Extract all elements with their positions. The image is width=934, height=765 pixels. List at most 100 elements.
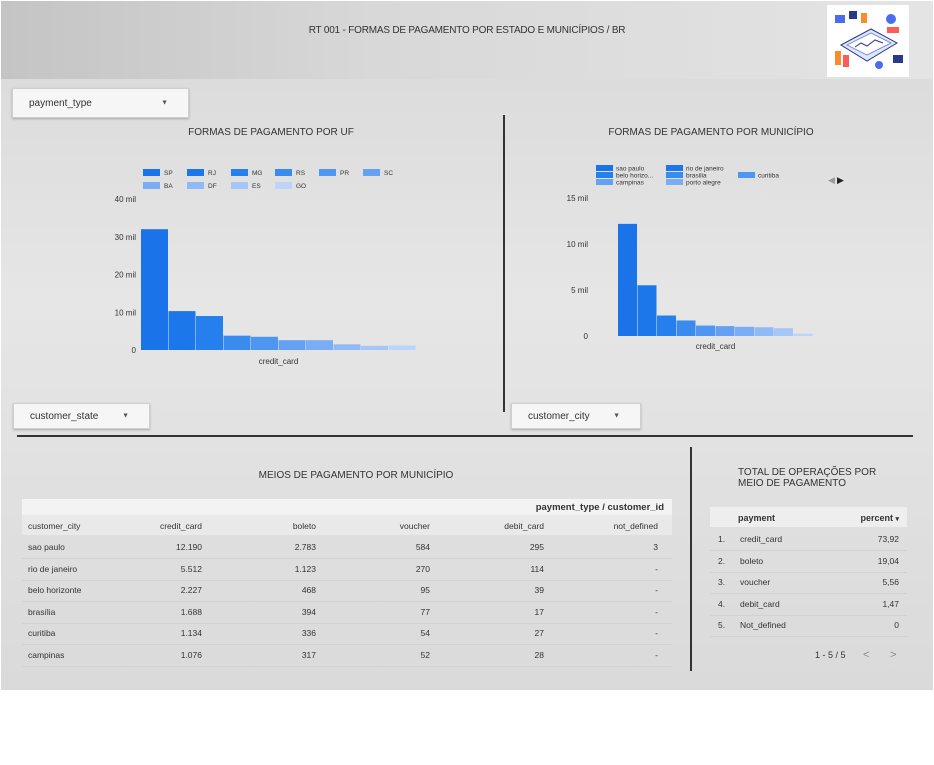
cell-value: 270 [415, 563, 430, 574]
payment-type-filter[interactable]: payment_type ▼ [12, 88, 189, 118]
report-logo [827, 5, 909, 77]
table-row[interactable] [22, 538, 672, 559]
totals-row[interactable] [710, 615, 907, 637]
cell-value: 317 [301, 649, 316, 660]
legend-label[interactable]: ES [252, 183, 261, 190]
cell-city: curitiba [28, 628, 56, 638]
bar-go[interactable] [388, 345, 416, 350]
legend-label[interactable]: sao paulo [616, 166, 645, 173]
cell-value: - [655, 563, 658, 574]
table-row[interactable] [22, 646, 672, 667]
totals-row[interactable] [710, 529, 907, 551]
col-header-not-defined[interactable]: not_defined [613, 521, 658, 531]
totals-row[interactable] [710, 551, 907, 573]
cell-value: 336 [301, 628, 316, 638]
legend-label[interactable]: porto alegre [686, 180, 721, 187]
cell-percent: 73,92 [877, 534, 899, 544]
col-header-boleto[interactable]: boleto [292, 521, 316, 531]
legend-next-icon[interactable]: ▶ [837, 175, 844, 185]
bar-porto-alegre[interactable] [735, 326, 754, 336]
legend-swatch [363, 169, 380, 176]
cell-percent: 0 [894, 620, 899, 630]
legend-label[interactable]: SC [384, 170, 393, 177]
cell-percent: 19,04 [877, 555, 899, 566]
col-header-debit-card[interactable]: debit_card [504, 521, 544, 531]
bar-curitiba[interactable] [696, 325, 715, 336]
bar-mg[interactable] [196, 316, 223, 350]
table-row[interactable] [22, 603, 672, 624]
chevron-down-icon: ▼ [161, 99, 168, 107]
legend-label[interactable]: brasilia [686, 173, 707, 180]
legend-label[interactable]: campinas [616, 180, 645, 187]
legend-swatch [319, 169, 336, 176]
totals-row[interactable] [710, 594, 907, 616]
legend-label[interactable]: RS [296, 170, 306, 177]
cell-value: - [655, 628, 658, 638]
legend-label[interactable]: belo horizo... [616, 173, 653, 180]
bar-rs[interactable] [223, 335, 251, 350]
cell-value: - [655, 585, 658, 595]
legend-swatch [275, 169, 292, 176]
cell-value: 39 [534, 585, 544, 595]
bar-brasilia[interactable] [676, 320, 696, 336]
bar-df[interactable] [333, 344, 361, 350]
cities-table-title: MEIOS DE PAGAMENTO POR MUNICÍPIO [258, 470, 454, 481]
bar-other-7[interactable] [754, 327, 774, 336]
bar-rj[interactable] [168, 311, 196, 350]
table-row[interactable] [22, 624, 672, 645]
cell-value: 17 [534, 606, 544, 617]
y-tick-label: 5 mil [571, 286, 588, 295]
bar-rio-de-janeiro[interactable] [637, 285, 657, 336]
cell-value: 1.123 [294, 563, 316, 574]
totals-title-line-2: MEIO DE PAGAMENTO [738, 478, 846, 489]
cell-value: 2.227 [180, 585, 202, 595]
legend-swatch [596, 165, 613, 171]
bar-other-9[interactable] [793, 333, 813, 336]
legend-label[interactable]: curitiba [758, 173, 779, 180]
cell-value: 394 [301, 606, 316, 617]
legend-swatch [187, 169, 204, 176]
cell-value: 584 [415, 542, 430, 552]
table-row[interactable] [22, 560, 672, 581]
legend-label[interactable]: MG [252, 170, 262, 177]
col-header-payment[interactable]: payment [738, 513, 776, 523]
cell-city: sao paulo [28, 542, 65, 552]
legend-label[interactable]: DF [208, 183, 217, 190]
legend-label[interactable]: rio de janeiro [686, 166, 724, 173]
bar-other-8[interactable] [774, 328, 793, 336]
bar-belo-horizo-[interactable] [657, 315, 676, 336]
totals-row[interactable] [710, 572, 907, 594]
legend-label[interactable]: PR [340, 170, 349, 177]
bar-es[interactable] [361, 345, 388, 350]
cell-value: 27 [534, 628, 544, 638]
cell-value: 2.783 [294, 542, 316, 552]
bar-ba[interactable] [306, 340, 333, 350]
cell-value: - [655, 649, 658, 660]
bar-pr[interactable] [251, 336, 278, 350]
col-header-customer-city[interactable]: customer_city [28, 521, 81, 531]
bar-campinas[interactable] [715, 326, 735, 336]
legend-label[interactable]: BA [164, 183, 173, 190]
y-tick-label: 10 mil [567, 240, 589, 249]
uf-chart-title: FORMAS DE PAGAMENTO POR UF [188, 127, 354, 138]
col-header-percent[interactable]: percent ▾ [860, 513, 899, 523]
customer-city-filter[interactable]: customer_city ▼ [511, 403, 641, 429]
legend-label[interactable]: RJ [208, 170, 216, 177]
legend-label[interactable]: GO [296, 183, 306, 190]
bar-sp[interactable] [141, 229, 168, 350]
y-tick-label: 40 mil [115, 195, 137, 204]
legend-prev-icon[interactable]: ◀ [828, 175, 835, 185]
row-index: 4. [718, 598, 726, 609]
table-row[interactable] [22, 581, 672, 602]
customer-state-filter[interactable]: customer_state ▼ [13, 403, 150, 429]
legend-label[interactable]: SP [164, 170, 173, 177]
col-header-voucher[interactable]: voucher [399, 521, 430, 531]
cell-value: 3 [653, 542, 658, 552]
next-page-icon[interactable]: > [890, 649, 897, 661]
legend-swatch [738, 172, 755, 178]
bar-sc[interactable] [278, 340, 306, 350]
bar-sao-paulo[interactable] [618, 223, 637, 336]
report-canvas: RT 001 - FORMAS DE PAGAMENTO POR ESTADO … [1, 1, 933, 690]
prev-page-icon[interactable]: < [863, 649, 870, 661]
col-header-credit-card[interactable]: credit_card [159, 521, 202, 531]
